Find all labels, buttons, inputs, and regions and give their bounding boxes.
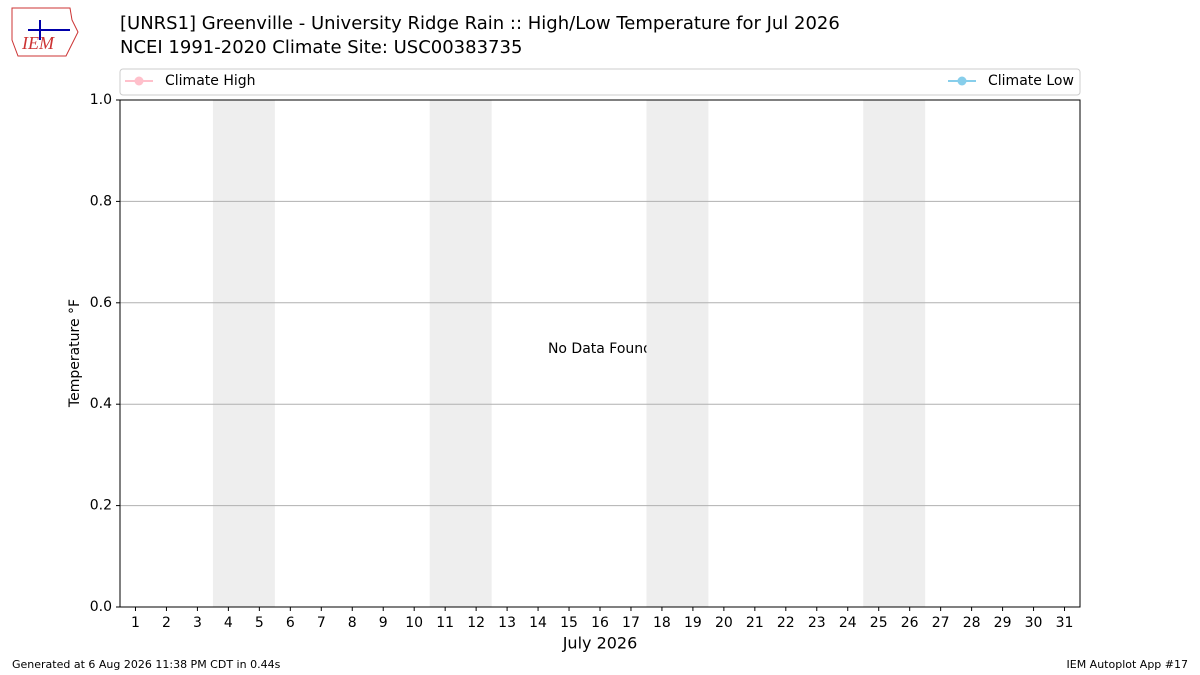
x-tick-label: 10 (405, 615, 423, 631)
y-tick-label: 0.2 (90, 498, 112, 514)
legend-box (119, 68, 1081, 96)
x-tick-label: 29 (994, 615, 1012, 631)
legend-marker (957, 76, 967, 86)
weekend-shade (212, 100, 275, 607)
weekend-shade (429, 100, 492, 607)
x-tick-label: 12 (467, 615, 485, 631)
x-tick-label: 13 (498, 615, 516, 631)
footer-right: IEM Autoplot App #17 (1067, 658, 1189, 671)
x-tick-label: 19 (684, 615, 702, 631)
weekend-shade (646, 100, 709, 607)
x-tick-label: 24 (839, 615, 857, 631)
legend-label: Climate Low (988, 73, 1074, 89)
x-tick-label: 16 (591, 615, 609, 631)
x-tick-label: 27 (932, 615, 950, 631)
x-tick-label: 2 (162, 615, 171, 631)
legend-label: Climate High (165, 73, 256, 89)
plot-frame (119, 99, 1081, 608)
x-tick-label: 5 (255, 615, 264, 631)
y-tick-label: 1.0 (90, 92, 112, 108)
x-tick-label: 30 (1025, 615, 1043, 631)
x-tick-label: 4 (224, 615, 233, 631)
logo-text: IEM (21, 33, 55, 53)
logo: IEM (11, 7, 79, 57)
x-tick-label: 9 (379, 615, 388, 631)
x-tick-label: 11 (436, 615, 454, 631)
annotation: No Data Found (548, 341, 652, 357)
y-axis-label: Temperature °F (67, 299, 83, 408)
x-tick-label: 26 (901, 615, 919, 631)
chart-subtitle: NCEI 1991-2020 Climate Site: USC00383735 (120, 37, 522, 58)
x-tick-label: 1 (131, 615, 140, 631)
x-tick-label: 25 (870, 615, 888, 631)
y-tick-label: 0.4 (90, 396, 112, 412)
x-tick-label: 7 (317, 615, 326, 631)
x-axis-label: July 2026 (562, 634, 638, 653)
chart-title: [UNRS1] Greenville - University Ridge Ra… (120, 13, 840, 34)
x-tick-label: 28 (963, 615, 981, 631)
x-tick-label: 15 (560, 615, 578, 631)
x-tick-label: 20 (715, 615, 733, 631)
x-tick-label: 23 (808, 615, 826, 631)
y-tick-label: 0.8 (90, 193, 112, 209)
x-tick-label: 18 (653, 615, 671, 631)
y-tick-label: 0.6 (90, 295, 112, 311)
x-tick-label: 6 (286, 615, 295, 631)
x-tick-label: 21 (746, 615, 764, 631)
x-tick-label: 8 (348, 615, 357, 631)
x-tick-label: 22 (777, 615, 795, 631)
footer-left: Generated at 6 Aug 2026 11:38 PM CDT in … (12, 658, 281, 671)
y-tick-label: 0.0 (90, 599, 112, 615)
x-tick-label: 31 (1056, 615, 1074, 631)
x-tick-label: 3 (193, 615, 202, 631)
x-tick-label: 17 (622, 615, 640, 631)
legend-marker (134, 76, 144, 86)
logo-outline (11, 7, 79, 57)
x-tick-label: 14 (529, 615, 547, 631)
weekend-shade (863, 100, 926, 607)
